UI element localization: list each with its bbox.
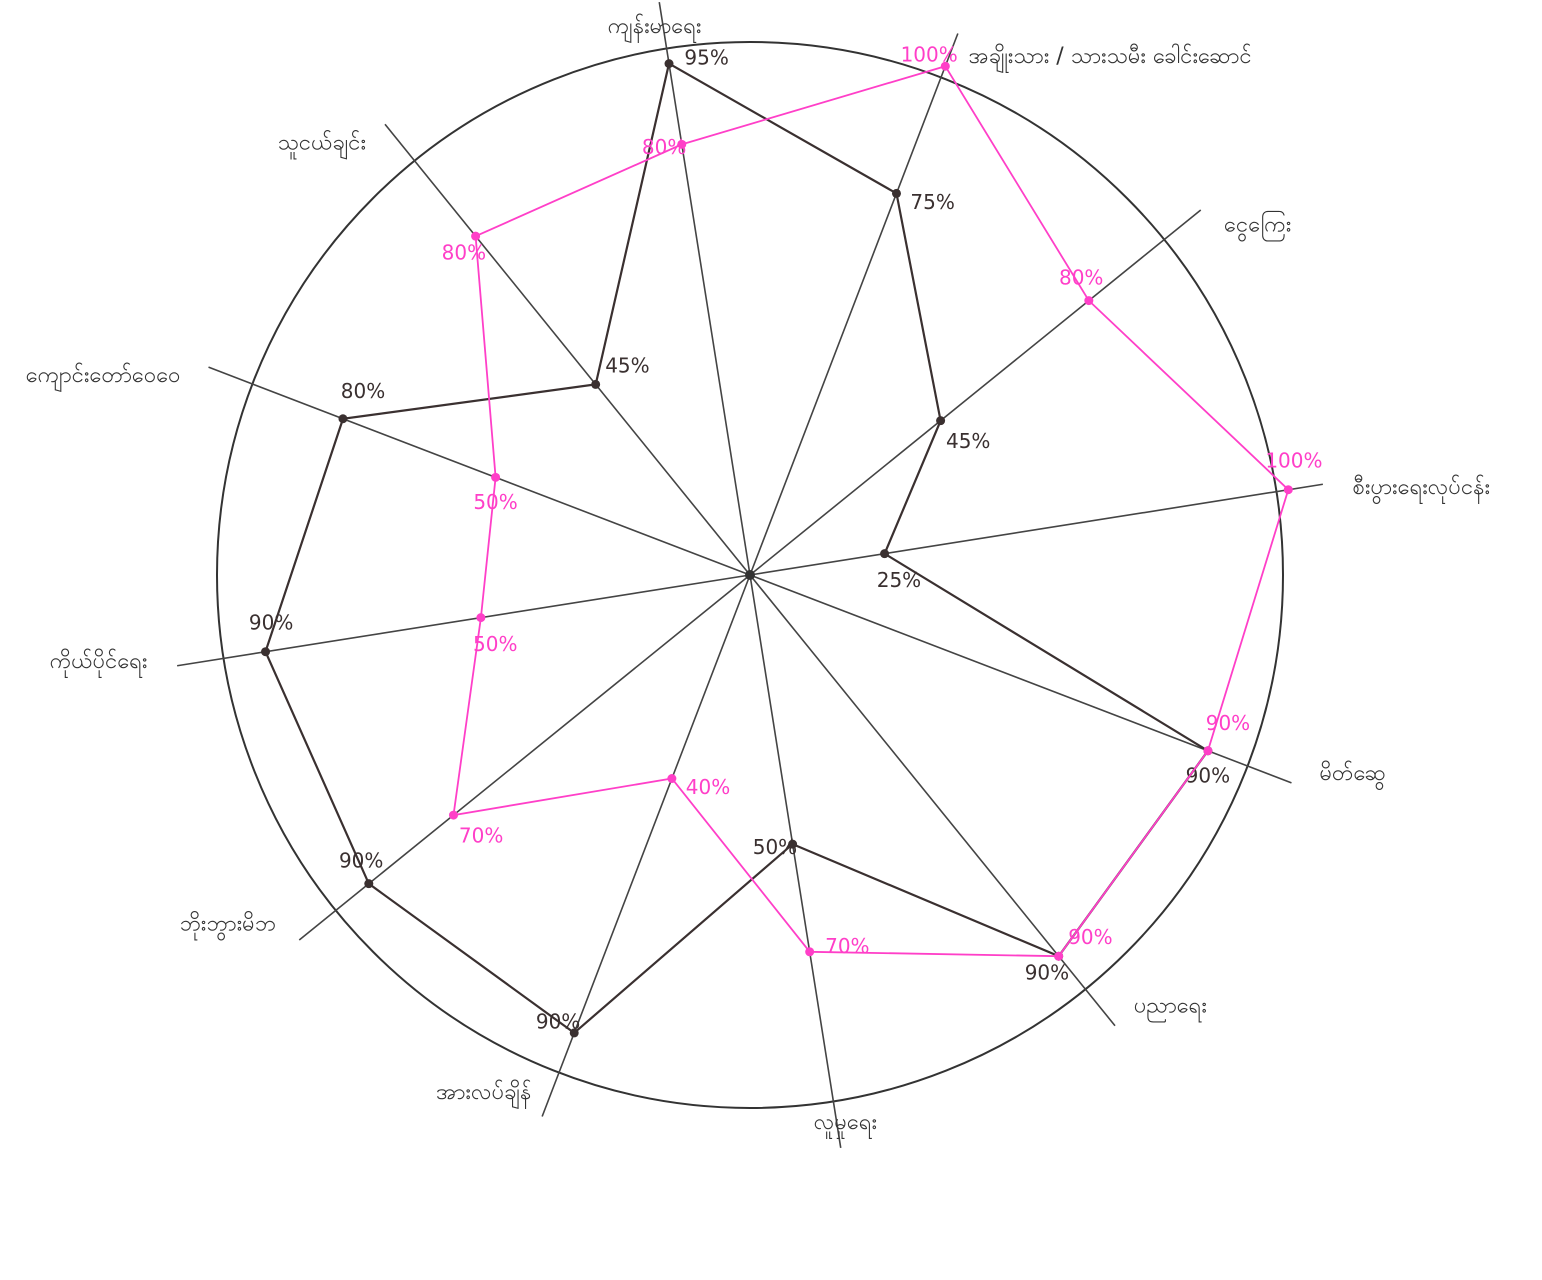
chart: ကျန်းမာရေးအချိုးသား / သားသမီး ခေါင်းဆောင… (0, 0, 1542, 1280)
data-point (1084, 296, 1093, 305)
value-label: 90% (1186, 763, 1230, 787)
value-label: 90% (249, 611, 293, 635)
data-point (591, 380, 600, 389)
value-label: 45% (605, 353, 649, 377)
value-label: 90% (536, 1009, 580, 1033)
data-point (667, 774, 676, 783)
data-point (880, 549, 889, 558)
category-label: ကိုယ်ပိုင်ရေး (50, 648, 148, 678)
category-label: စီးပွားရေးလုပ်ငန်း (1352, 474, 1490, 505)
data-point (805, 947, 814, 956)
axis-line (750, 210, 1201, 575)
category-label: သူငယ်ချင်း (278, 130, 366, 160)
value-label: 50% (753, 835, 797, 859)
data-point (936, 416, 945, 425)
center-point (745, 570, 755, 580)
axis-line (659, 2, 750, 575)
data-point (491, 473, 500, 482)
value-label: 25% (877, 568, 921, 592)
category-label: အားလပ်ချိန် (436, 1079, 531, 1109)
value-label: 50% (473, 490, 517, 514)
category-label: ကျန်းမာရေး (608, 13, 702, 43)
data-point (338, 414, 347, 423)
category-label: အချိုးသား / သားသမီး ခေါင်းဆောင် (969, 43, 1252, 74)
value-label: 70% (825, 934, 869, 958)
value-label: 40% (686, 775, 730, 799)
category-label: ပညာရေး (1134, 993, 1207, 1022)
value-label: 75% (910, 190, 954, 214)
data-point (1054, 952, 1063, 961)
value-label: 90% (1068, 925, 1112, 949)
value-label: 100% (901, 43, 958, 67)
axis-line (209, 367, 750, 575)
series-line (266, 64, 1208, 1033)
value-label: 80% (642, 135, 686, 159)
data-point (1203, 746, 1212, 755)
value-label: 45% (946, 429, 990, 453)
page: ကျန်းမာရေးအချိုးသား / သားသမီး ခေါင်းဆောင… (0, 0, 1542, 1280)
data-point (449, 811, 458, 820)
axis-line (750, 484, 1323, 575)
category-label: ဘိုးဘွားမိဘ (180, 910, 276, 941)
value-label: 70% (459, 823, 503, 847)
data-point (892, 189, 901, 198)
value-label: 50% (473, 632, 517, 656)
category-label: ငွေကြေး (1224, 211, 1291, 243)
data-point (476, 613, 485, 622)
category-label: လူမှုရေး (814, 1110, 877, 1139)
value-label: 80% (442, 240, 486, 264)
value-label: 80% (341, 379, 385, 403)
value-label: 90% (1206, 711, 1250, 735)
category-label: မိတ်ဆွေ (1319, 760, 1385, 791)
data-point (261, 647, 270, 656)
axis-line (385, 124, 750, 575)
value-label: 90% (1025, 960, 1069, 984)
value-label: 100% (1265, 449, 1322, 473)
data-point (364, 879, 373, 888)
category-label: ကျောင်းတော်ဝေဝေ (26, 362, 181, 392)
value-label: 95% (684, 46, 728, 70)
data-point (665, 59, 674, 68)
data-point (1284, 485, 1293, 494)
value-label: 80% (1059, 265, 1103, 289)
value-label: 90% (339, 848, 383, 872)
axis-line (750, 575, 841, 1148)
series-line (454, 66, 1289, 956)
